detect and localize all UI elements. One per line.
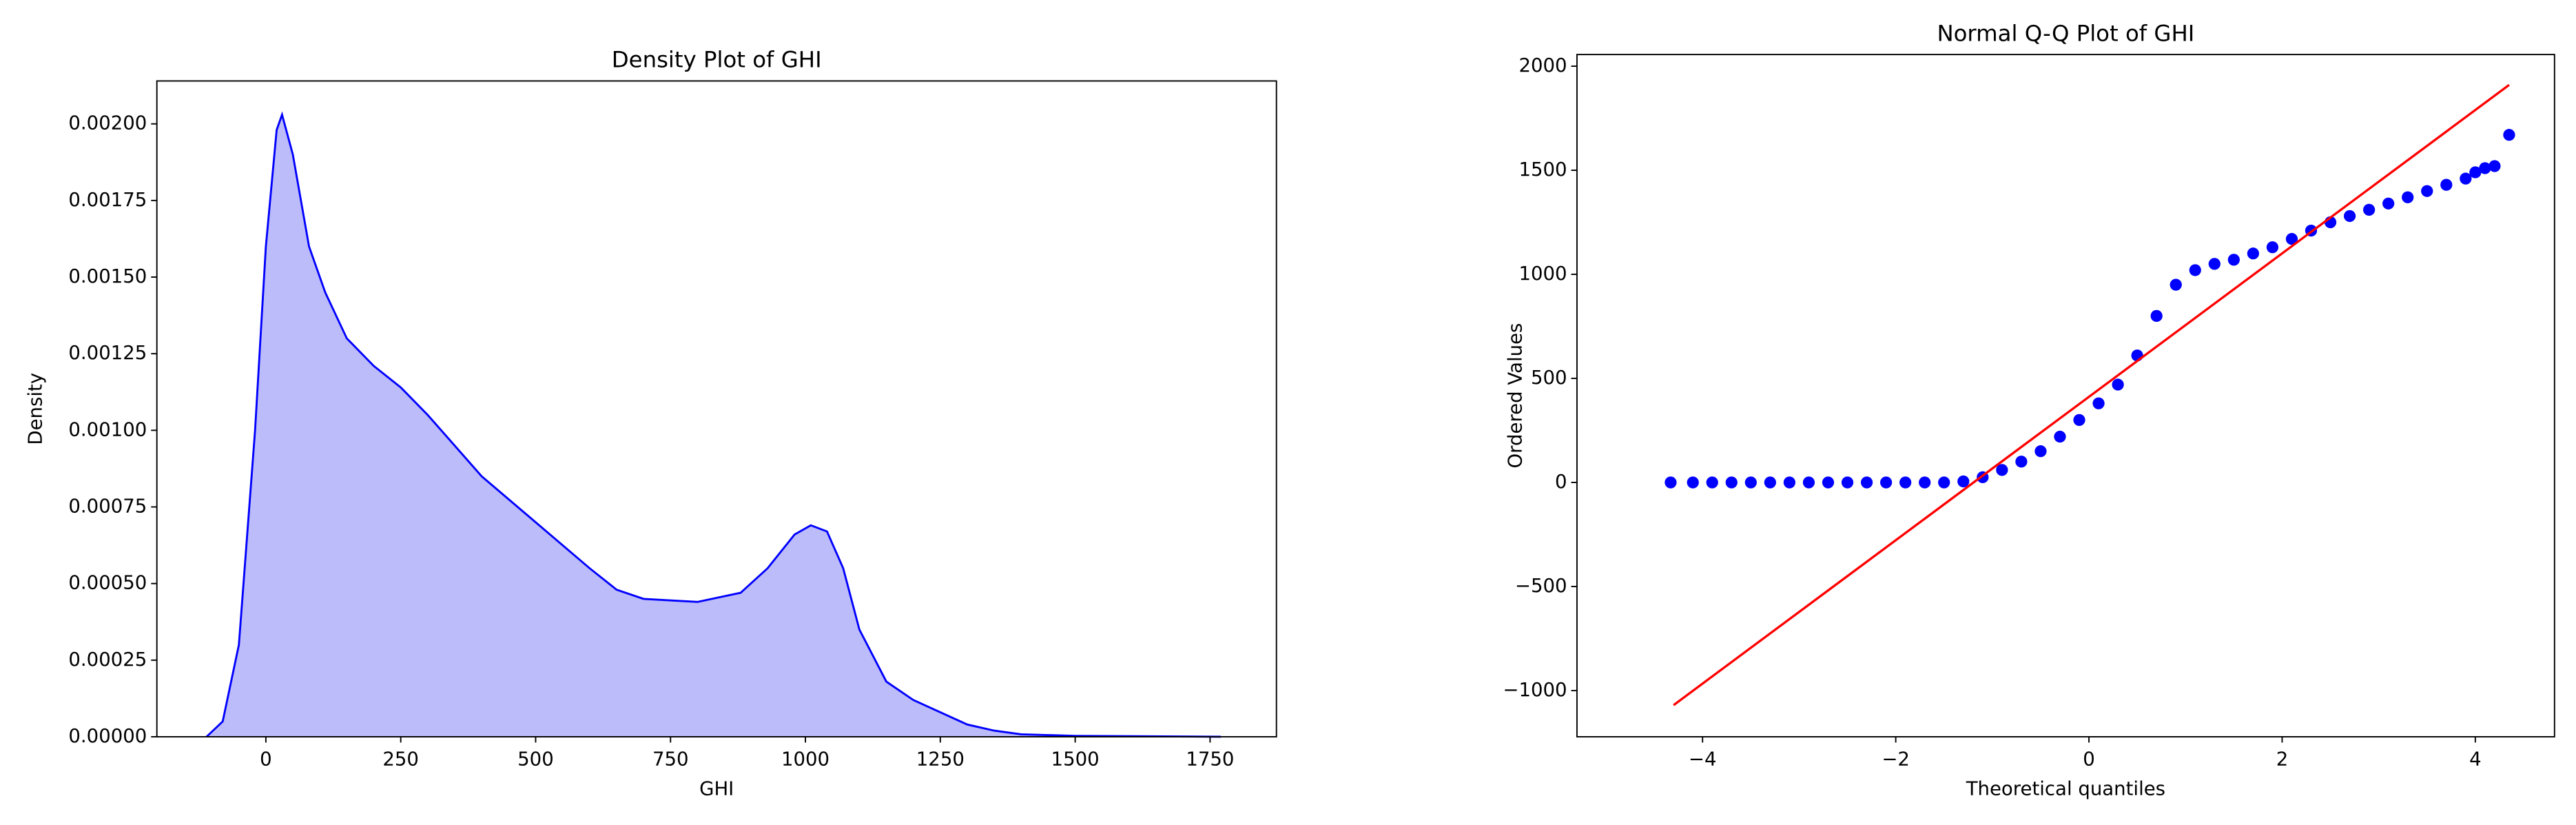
qq-point (2421, 185, 2433, 197)
qq-point (2402, 191, 2414, 203)
x-tick-label: 0 (2083, 748, 2095, 771)
x-tick-label: 0 (260, 748, 272, 771)
qq-point (1725, 476, 1738, 489)
qq-point (2054, 430, 2066, 443)
y-tick-label: 0.00125 (68, 342, 147, 364)
qq-point (2460, 172, 2472, 185)
qq-point (2479, 162, 2491, 174)
qq-point (1996, 464, 2008, 476)
x-axis-label: GHI (699, 778, 734, 800)
qq-point (2015, 456, 2028, 468)
x-tick-label: −4 (1689, 748, 1717, 771)
qq-point (2208, 258, 2220, 270)
qq-point (2489, 160, 2501, 172)
qq-point (1744, 476, 1757, 489)
density-area (206, 114, 1222, 737)
y-tick-label: −1000 (1503, 679, 1567, 701)
qq-point (2092, 397, 2105, 409)
qq-point (2363, 203, 2376, 216)
qq-point (1665, 476, 1677, 489)
x-tick-label: 1000 (781, 748, 830, 771)
y-tick-label: 0.00050 (68, 572, 147, 594)
x-tick-label: 1750 (1186, 748, 1234, 771)
x-tick-label: 1250 (916, 748, 965, 771)
x-tick-label: 250 (382, 748, 419, 771)
density-line (205, 111, 1222, 738)
x-tick-label: 1500 (1051, 748, 1100, 771)
qq-point (1899, 476, 1912, 489)
chart-title: Density Plot of GHI (612, 47, 822, 73)
y-tick-label: 0.00025 (68, 649, 147, 671)
y-tick-label: 1500 (1518, 159, 1567, 181)
y-tick-label: 2000 (1518, 54, 1567, 77)
y-tick-label: 0 (1555, 471, 1567, 493)
qq-point (2227, 254, 2240, 266)
x-axis-label: Theoretical quantiles (1966, 778, 2165, 800)
y-tick-label: 0.00100 (68, 418, 147, 440)
qq-point (2382, 197, 2395, 210)
qq-point (2170, 278, 2182, 291)
y-tick-label: 0.00175 (68, 189, 147, 211)
qq-point (2034, 445, 2047, 458)
x-tick-label: 750 (652, 748, 689, 771)
qq-point (1802, 476, 1815, 489)
x-tick-label: 2 (2276, 748, 2289, 771)
x-tick-label: 500 (517, 748, 554, 771)
qq-point (2266, 241, 2279, 254)
qq-point (1919, 476, 1931, 489)
qq-point (1879, 476, 1893, 489)
qq-point (2503, 129, 2515, 141)
qq-point (2285, 233, 2298, 245)
y-tick-label: −500 (1515, 575, 1567, 597)
y-axis-label: Ordered Values (1504, 323, 1526, 469)
qq-point (2073, 414, 2085, 427)
qq-point (1841, 476, 1854, 489)
qq-point (2343, 210, 2356, 223)
y-tick-label: 0.00200 (68, 112, 147, 134)
qq-point (2189, 264, 2201, 276)
axes-frame (156, 80, 1277, 737)
chart-title: Normal Q-Q Plot of GHI (1937, 20, 2194, 46)
y-tick-label: 0.00000 (68, 725, 147, 747)
qq-point (1822, 476, 1835, 489)
x-tick-label: −2 (1882, 748, 1910, 771)
y-tick-label: 0.00075 (68, 496, 147, 518)
y-tick-label: 1000 (1518, 263, 1567, 285)
qq-point (2150, 309, 2163, 323)
qq-point (2440, 179, 2453, 191)
qq-point (2112, 378, 2124, 391)
qq-point (1706, 476, 1718, 489)
y-axis-label: Density (25, 373, 47, 445)
qq-point (1860, 476, 1873, 489)
qq-point (1938, 476, 1950, 489)
fit-line (1673, 83, 2510, 706)
axes-frame (1576, 54, 2555, 737)
qq-point (2247, 247, 2260, 260)
qq-point (1687, 476, 1699, 489)
qq-point (1783, 476, 1796, 489)
qq-point (1764, 476, 1776, 489)
qq-point (2469, 166, 2482, 179)
x-tick-label: 4 (2469, 748, 2482, 771)
y-tick-label: 500 (1531, 367, 1567, 389)
y-tick-label: 0.00150 (68, 265, 147, 287)
qq-point (1957, 475, 1970, 488)
